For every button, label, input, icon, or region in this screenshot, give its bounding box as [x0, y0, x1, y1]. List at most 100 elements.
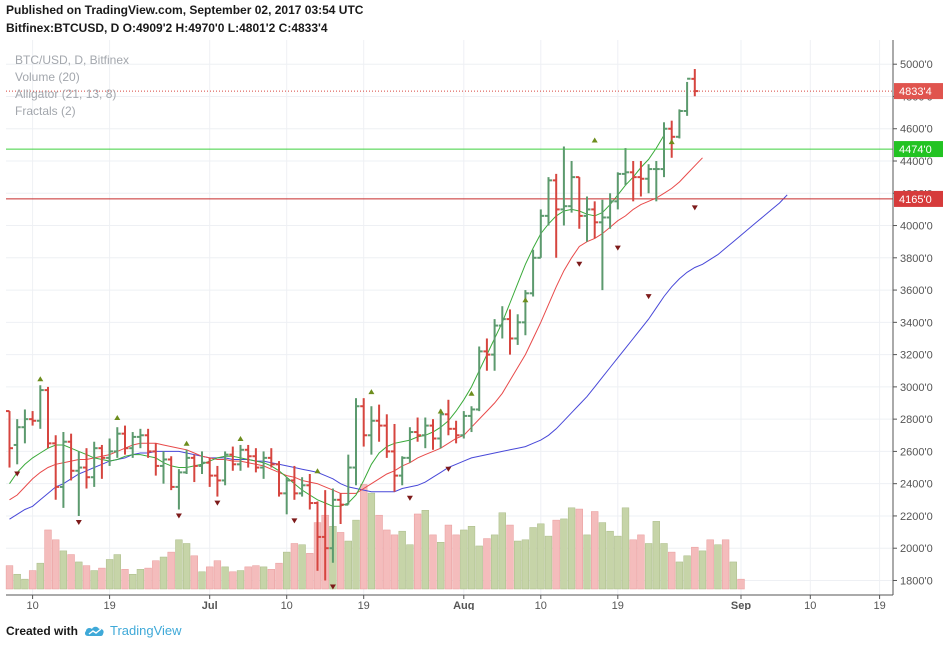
price-tick-label: 1800'0	[900, 575, 933, 587]
fractal-down-marker	[576, 261, 583, 267]
volume-bar	[113, 554, 121, 590]
price-labels: 4833'4 4474'0 4165'0	[894, 83, 943, 207]
ohlc-bar	[444, 399, 452, 436]
volume-bar	[167, 551, 175, 590]
volume-bar	[660, 543, 668, 590]
fractal-up-marker	[114, 414, 121, 420]
legend-item: Volume (20)	[15, 70, 80, 84]
volume-bar	[552, 519, 560, 590]
time-tick-label: 19	[873, 600, 885, 610]
price-tick-label: 2400'0	[900, 479, 933, 491]
tradingview-brand[interactable]: TradingView	[84, 623, 182, 638]
price-tick-label: 2000'0	[900, 543, 933, 555]
horizontal-lines[interactable]	[6, 90, 893, 200]
ohlc-bar	[406, 427, 414, 463]
ohlc-bar	[298, 477, 306, 497]
fractal-down-marker	[645, 294, 652, 300]
ohlc-bar	[606, 193, 614, 229]
volume-bar	[236, 570, 245, 590]
price-chart[interactable]: BTC/USD, D, Bitfinex Volume (20) Alligator…	[0, 40, 943, 612]
volume-bar	[614, 535, 622, 590]
time-axis[interactable]: 10 19 Jul 10 19 Aug 10 19 Sep 10 19	[26, 595, 886, 612]
fractal-up-marker	[37, 376, 44, 382]
ohlc-bar	[452, 420, 460, 444]
volume-bar	[413, 513, 422, 590]
time-tick-label: Aug	[453, 600, 474, 610]
brand-label: TradingView	[110, 623, 182, 638]
price-label: 4833'4	[894, 83, 943, 100]
fractal-down-marker	[406, 495, 413, 501]
price-tick-label: 4400'0	[900, 156, 933, 168]
ohlc-bar	[683, 77, 691, 116]
ohlc-bar	[529, 249, 537, 297]
ohlc-bar	[329, 488, 337, 563]
volume-bar	[390, 534, 399, 590]
fractal-down-marker	[445, 466, 452, 472]
ohlc-bar	[414, 417, 422, 442]
ohlc-bar	[660, 122, 668, 178]
volume-bar	[67, 554, 75, 590]
volume-bar	[175, 539, 183, 590]
ohlc-bar	[468, 406, 475, 433]
volume-bar	[36, 562, 44, 590]
price-label: 4474'0	[894, 141, 943, 158]
fractal-up-marker	[314, 468, 321, 474]
price-tick-label: 2800'0	[900, 414, 933, 426]
ohlc-bar	[136, 428, 144, 449]
volume-bar	[136, 569, 145, 590]
ohlc-bar	[344, 454, 352, 506]
volume-bar	[467, 526, 476, 590]
ohlc-bar	[675, 109, 683, 139]
volume-bar	[383, 529, 391, 590]
fractal-up-marker	[668, 139, 675, 145]
ohlc-bar	[460, 411, 468, 439]
volume-bar	[198, 571, 206, 590]
volume-bar	[583, 534, 591, 590]
volume-bar	[206, 566, 214, 590]
volume-bar	[75, 561, 83, 590]
ohlc-bar	[483, 338, 491, 371]
volume-bar	[691, 546, 699, 590]
volume-bar	[352, 519, 360, 590]
alligator-lips-line	[9, 134, 665, 507]
fractal-down-marker	[329, 584, 336, 590]
fractal-up-marker	[468, 390, 475, 396]
price-tick-label: 3400'0	[900, 317, 933, 329]
time-tick-label: Jul	[202, 600, 218, 610]
volume-bar	[429, 534, 437, 590]
volume-bar	[290, 543, 299, 590]
fractal-down-marker	[14, 471, 21, 477]
alligator-jaw-line	[9, 194, 788, 520]
fractal-up-marker	[522, 297, 529, 303]
volume-bar	[537, 523, 545, 590]
ohlc-bar	[568, 161, 576, 213]
volume-bar	[598, 522, 607, 590]
ohlc-bar	[267, 448, 275, 468]
legend-item: Alligator (21, 13, 8)	[15, 87, 116, 101]
ohlc-bar	[383, 414, 391, 458]
volume-bar	[344, 540, 352, 590]
grid-lines	[6, 40, 893, 595]
price-axis[interactable]: 5000'04800'04600'04400'04200'04000'03800…	[6, 40, 933, 596]
volume-bar	[621, 507, 630, 590]
price-label: 4165'0	[894, 190, 943, 207]
volume-bar	[475, 545, 483, 590]
ohlc-bar	[129, 432, 137, 458]
volume-bars	[5, 484, 745, 590]
ohlc-bar	[121, 425, 129, 455]
ohlc-bar	[360, 398, 368, 447]
volume-bar	[306, 553, 314, 590]
price-tick-label: 3800'0	[900, 253, 933, 265]
ohlc-bar	[290, 465, 298, 500]
volume-bar	[375, 514, 383, 590]
ohlc-bar	[475, 346, 483, 412]
ohlc-bar	[652, 161, 660, 202]
ohlc-bar	[36, 385, 44, 429]
volume-bar	[506, 524, 514, 590]
chart-svg[interactable]: BTC/USD, D, Bitfinex Volume (20) Alligator…	[0, 40, 943, 612]
volume-bar	[5, 565, 14, 590]
ohlc-bar	[75, 451, 83, 516]
ohlc-bar	[545, 177, 552, 226]
ohlc-bar	[498, 306, 506, 339]
ohlc-bar	[6, 410, 13, 468]
